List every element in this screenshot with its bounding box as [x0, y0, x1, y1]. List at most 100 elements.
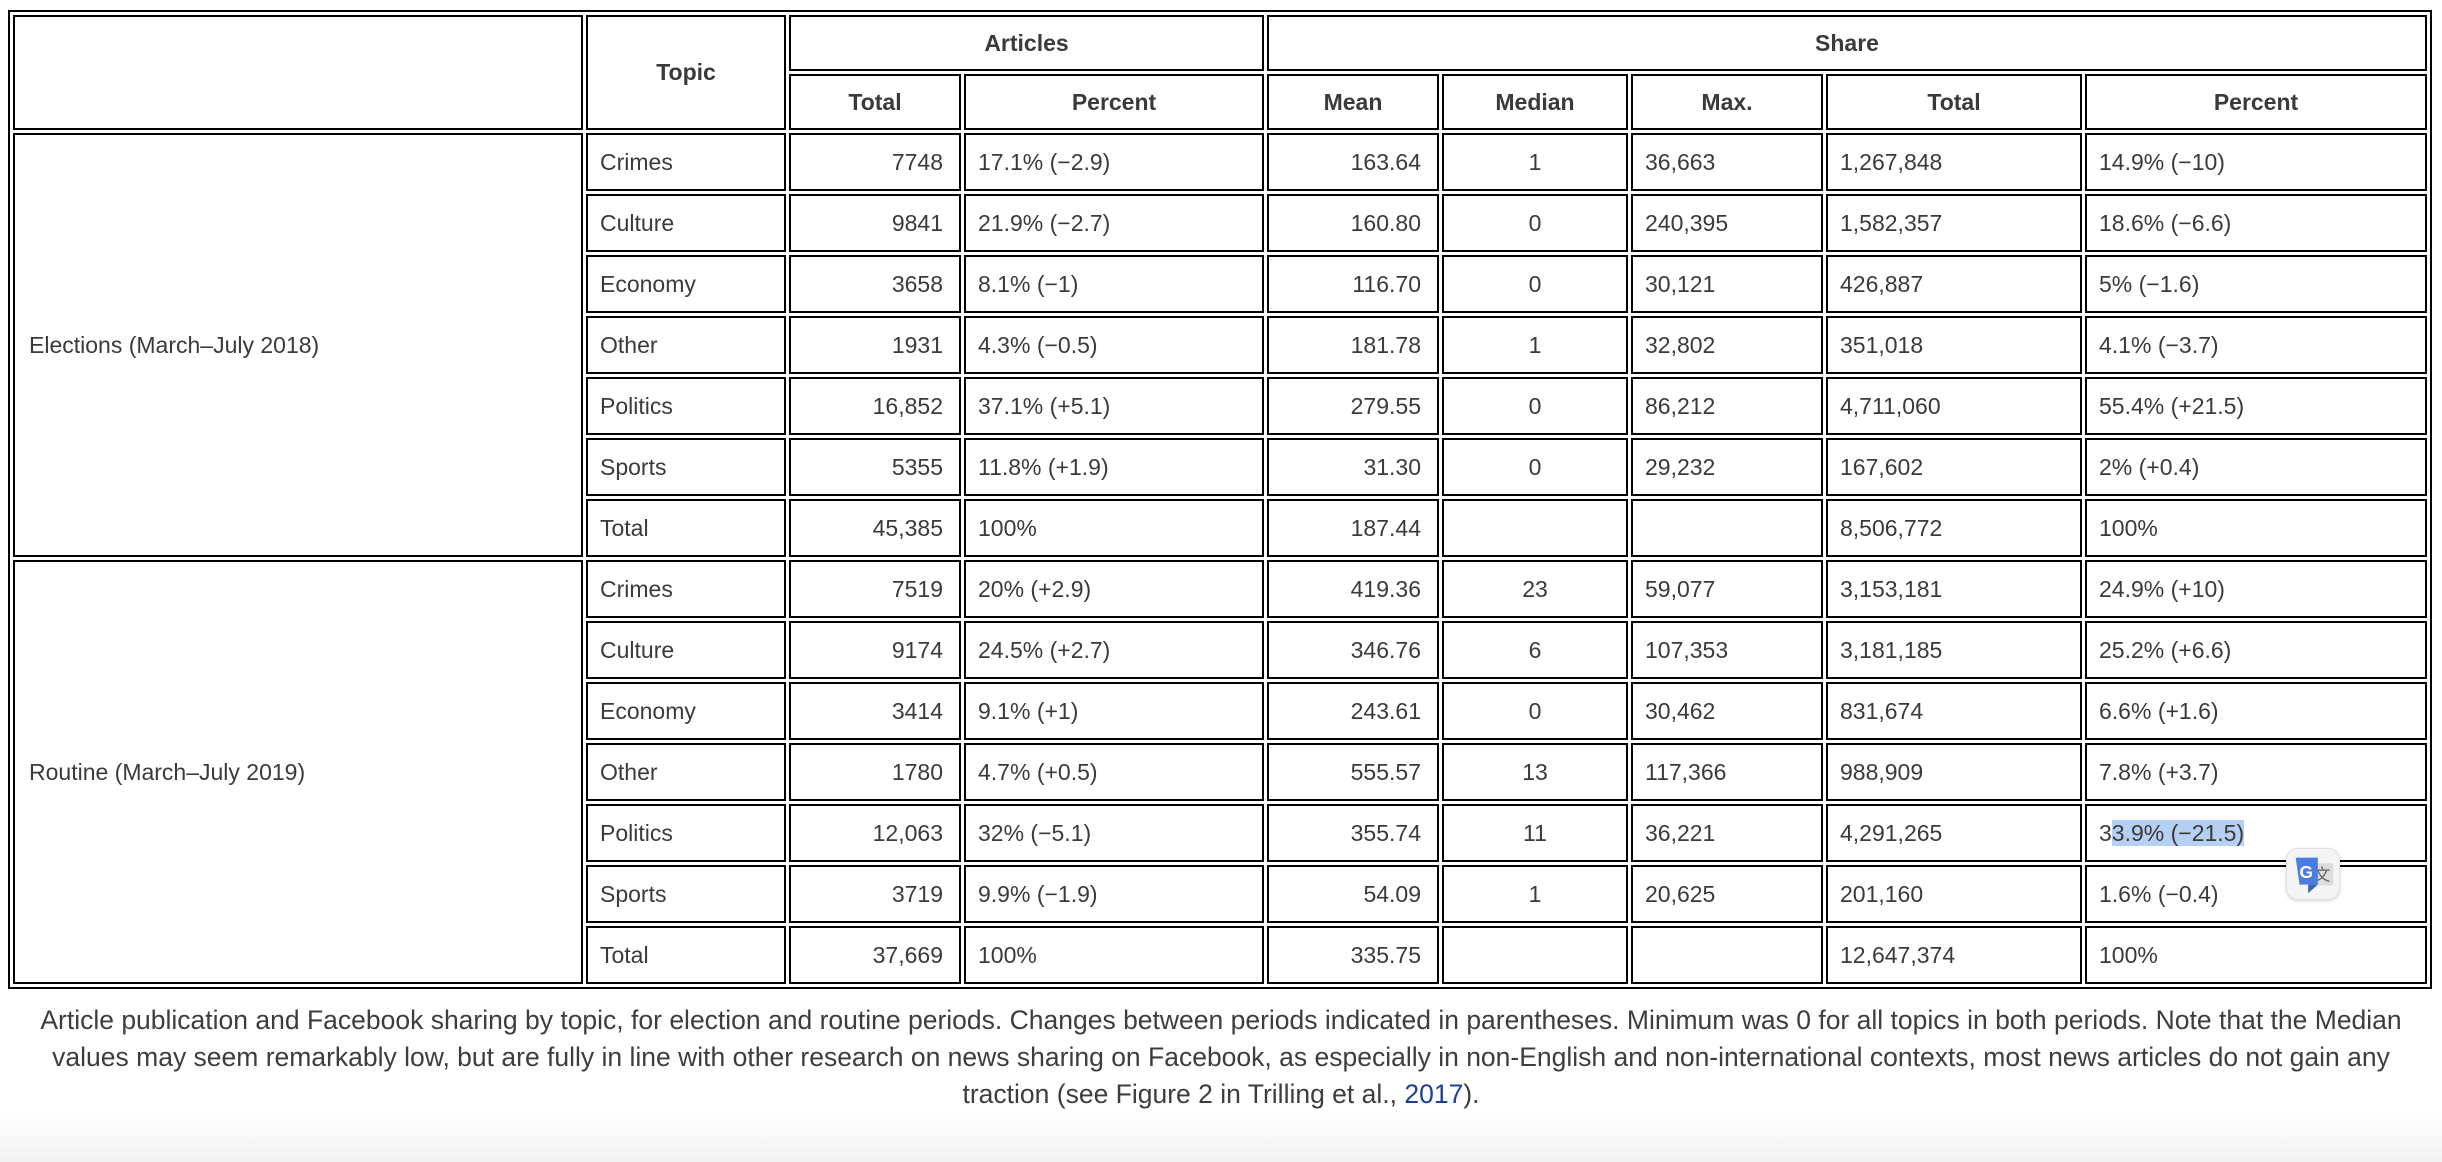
cell-share-median: 0: [1442, 194, 1628, 252]
cell-topic: Total: [586, 926, 786, 984]
cell-articles-total: 1931: [789, 316, 961, 374]
cell-share-median: 0: [1442, 438, 1628, 496]
cell-topic: Politics: [586, 804, 786, 862]
header-share-mean: Mean: [1267, 74, 1439, 130]
header-row-sub: Total Percent Mean Median Max. Total Per…: [13, 74, 2427, 130]
cell-share-max: 30,462: [1631, 682, 1823, 740]
table-row: Elections (March–July 2018) Crimes 7748 17.…: [13, 133, 2427, 557]
cell-articles-total: 37,669: [789, 926, 961, 984]
header-articles: Articles: [789, 15, 1264, 71]
cell-articles-percent: 100%: [964, 926, 1264, 984]
cell-share-total: 3,181,185: [1826, 621, 2082, 679]
cell-share-mean: 181.78: [1267, 316, 1439, 374]
cell-articles-percent: 4.7% (+0.5): [964, 743, 1264, 801]
cell-topic: Culture: [586, 621, 786, 679]
cell-share-total: 351,018: [1826, 316, 2082, 374]
header-share: Share: [1267, 15, 2427, 71]
cell-topic: Other: [586, 316, 786, 374]
caption-text-before: Article publication and Facebook sharing…: [40, 1005, 2402, 1109]
cell-share-mean: 335.75: [1267, 926, 1439, 984]
cell-share-median: 1: [1442, 133, 1628, 191]
cell-share-mean: 346.76: [1267, 621, 1439, 679]
cell-share-total: 8,506,772: [1826, 499, 2082, 557]
header-articles-total: Total: [789, 74, 961, 130]
cell-topic: Crimes: [586, 560, 786, 618]
cell-share-mean: 31.30: [1267, 438, 1439, 496]
cell-articles-percent: 24.5% (+2.7): [964, 621, 1264, 679]
row-group-label: Routine (March–July 2019): [13, 560, 583, 984]
cell-articles-total: 3658: [789, 255, 961, 313]
cell-articles-percent: 100%: [964, 499, 1264, 557]
cell-articles-percent: 4.3% (−0.5): [964, 316, 1264, 374]
cell-share-mean: 54.09: [1267, 865, 1439, 923]
unselected-text: 3: [2099, 819, 2112, 846]
cell-topic: Culture: [586, 194, 786, 252]
header-topic: Topic: [586, 15, 786, 130]
cell-share-max: [1631, 499, 1823, 557]
cell-share-median: 1: [1442, 316, 1628, 374]
cell-topic: Total: [586, 499, 786, 557]
cell-share-total: 12,647,374: [1826, 926, 2082, 984]
header-share-max: Max.: [1631, 74, 1823, 130]
cell-share-mean: 187.44: [1267, 499, 1439, 557]
cell-share-total: 988,909: [1826, 743, 2082, 801]
svg-text:G: G: [2300, 862, 2313, 882]
cell-articles-total: 5355: [789, 438, 961, 496]
cell-share-percent: 4.1% (−3.7): [2085, 316, 2427, 374]
cell-share-percent: 7.8% (+3.7): [2085, 743, 2427, 801]
cell-share-mean: 555.57: [1267, 743, 1439, 801]
cell-share-total: 201,160: [1826, 865, 2082, 923]
table-body: Elections (March–July 2018) Crimes 7748 17.…: [13, 133, 2427, 984]
cell-share-max: 107,353: [1631, 621, 1823, 679]
cell-share-max: 240,395: [1631, 194, 1823, 252]
cell-articles-total: 3414: [789, 682, 961, 740]
cell-share-percent: 2% (+0.4): [2085, 438, 2427, 496]
cell-share-median: 6: [1442, 621, 1628, 679]
cell-share-total: 426,887: [1826, 255, 2082, 313]
cell-share-median: 0: [1442, 377, 1628, 435]
cell-share-max: 36,221: [1631, 804, 1823, 862]
cell-articles-percent: 20% (+2.9): [964, 560, 1264, 618]
cell-articles-percent: 21.9% (−2.7): [964, 194, 1264, 252]
cell-share-mean: 160.80: [1267, 194, 1439, 252]
google-translate-icon[interactable]: 文 G: [2286, 848, 2340, 900]
page-bottom-fade: [0, 1116, 2442, 1162]
cell-articles-percent: 9.1% (+1): [964, 682, 1264, 740]
cell-share-max: 117,366: [1631, 743, 1823, 801]
cell-share-percent: 55.4% (+21.5): [2085, 377, 2427, 435]
cell-share-max: [1631, 926, 1823, 984]
cell-topic: Politics: [586, 377, 786, 435]
cell-articles-total: 9174: [789, 621, 961, 679]
cell-topic: Economy: [586, 682, 786, 740]
table-row: Routine (March–July 2019) Crimes 7519 20% (…: [13, 560, 2427, 984]
cell-articles-percent: 11.8% (+1.9): [964, 438, 1264, 496]
table-row: Culture 9841 21.9% (−2.7) 160.80 0 240,395 1,5…: [13, 194, 2427, 252]
cell-share-percent: 5% (−1.6): [2085, 255, 2427, 313]
table-caption: Article publication and Facebook sharing…: [0, 1002, 2442, 1113]
cell-share-max: 30,121: [1631, 255, 1823, 313]
table-row: Other 1780 4.7% (+0.5) 555.57 13 117,366 988,9…: [13, 743, 2427, 801]
cell-share-max: 59,077: [1631, 560, 1823, 618]
cell-share-median: [1442, 499, 1628, 557]
cell-articles-total: 1780: [789, 743, 961, 801]
cell-share-total: 4,291,265: [1826, 804, 2082, 862]
cell-share-total: 4,711,060: [1826, 377, 2082, 435]
cell-articles-total: 9841: [789, 194, 961, 252]
cell-topic: Economy: [586, 255, 786, 313]
cell-share-mean: 419.36: [1267, 560, 1439, 618]
cell-share-mean: 355.74: [1267, 804, 1439, 862]
table-row: Economy 3658 8.1% (−1) 116.70 0 30,121 426,887…: [13, 255, 2427, 313]
cell-share-median: 11: [1442, 804, 1628, 862]
citation-link-2017[interactable]: 2017: [1404, 1079, 1464, 1109]
header-share-percent: Percent: [2085, 74, 2427, 130]
selected-text: 3.9% (−21.5): [2111, 819, 2245, 846]
cell-articles-percent: 32% (−5.1): [964, 804, 1264, 862]
table-row: Total 45,385 100% 187.44 8,506,772 100%: [13, 499, 2427, 557]
cell-share-total: 1,582,357: [1826, 194, 2082, 252]
cell-share-mean: 116.70: [1267, 255, 1439, 313]
caption-text-after: ).: [1463, 1079, 1480, 1109]
cell-share-max: 29,232: [1631, 438, 1823, 496]
table-row: Culture 9174 24.5% (+2.7) 346.76 6 107,353 3,1…: [13, 621, 2427, 679]
cell-share-mean: 279.55: [1267, 377, 1439, 435]
